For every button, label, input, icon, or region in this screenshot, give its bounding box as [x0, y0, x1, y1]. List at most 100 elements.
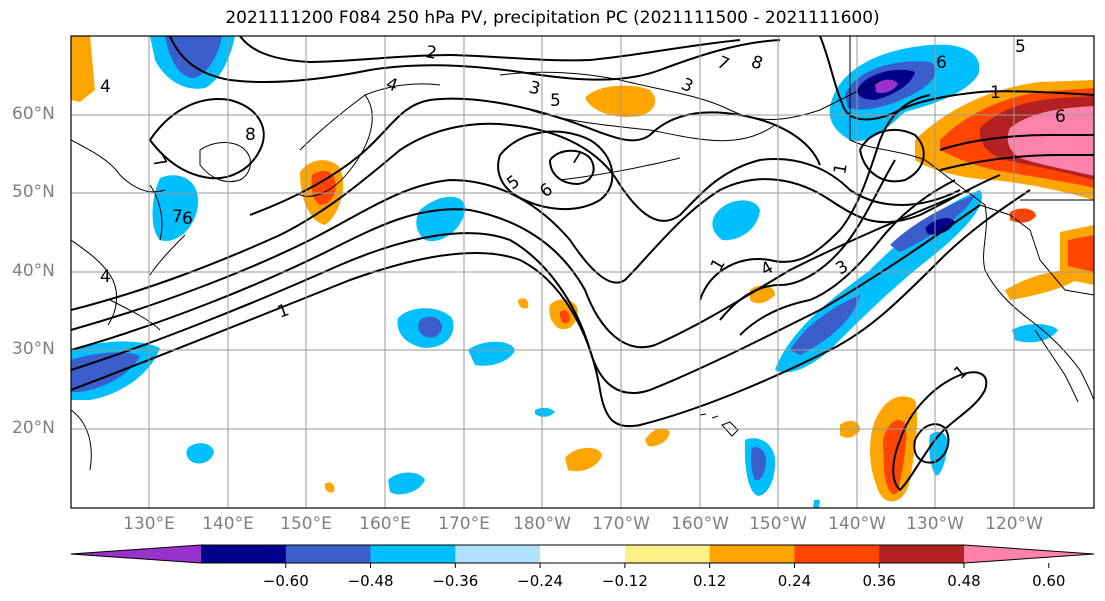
lon-label: 170°E [438, 514, 490, 534]
precip-anomaly-blob [311, 170, 336, 205]
precip-anomaly-blob [560, 310, 570, 324]
precip-anomaly-blob [518, 298, 529, 309]
colorbar-tick-label: −0.48 [347, 572, 394, 590]
precip-anomaly-blob [71, 352, 140, 392]
lat-label: 50°N [12, 182, 55, 202]
map-panel: 1 2 3 4 5 6 7 8 1 3 4 6 7 1 4 5 6 7 8 1 … [70, 35, 1095, 509]
lat-label: 60°N [12, 104, 55, 124]
pv-contour-line [699, 94, 931, 301]
pv-contour-line [819, 35, 1095, 121]
precip-anomaly-blob [1007, 106, 1094, 176]
colorbar-tick-label: 0.24 [777, 572, 812, 590]
precip-anomaly-blob [165, 36, 222, 78]
pv-contour-line [169, 35, 781, 83]
precip-anomaly-blob [468, 341, 515, 366]
lon-label: 130°E [123, 514, 175, 534]
colorbar-swatch [455, 545, 541, 563]
colorbar-tick-label: 0.36 [862, 572, 896, 590]
contour-label: 7 [569, 147, 583, 169]
map-title: 2021111200 F084 250 hPa PV, precipitatio… [225, 8, 880, 28]
lon-label: 150°E [280, 514, 332, 534]
pv-contour-line [70, 189, 971, 351]
colorbar-swatch [794, 545, 880, 563]
pv-contour-line [859, 129, 925, 183]
pv-contour-line [149, 98, 265, 180]
precip-anomaly-blob [535, 407, 555, 417]
colorbar-swatch [879, 545, 965, 563]
colorbar-tick-label: 0.48 [947, 572, 981, 590]
lon-label: 180°W [513, 514, 571, 534]
precip-anomaly-blob [418, 316, 442, 338]
contour-label: 5 [1015, 37, 1026, 57]
precip-anomaly-blob [388, 472, 425, 495]
pv-contour-line [70, 189, 1031, 428]
precip-anomaly-blob [790, 295, 860, 355]
precip-anomaly-blob [875, 79, 898, 94]
pv-contours [70, 35, 1095, 492]
precip-anomaly-blob [565, 447, 602, 472]
colorbar [70, 544, 1095, 568]
pv-contour-line [549, 149, 595, 186]
colorbar-extend-low [71, 545, 201, 563]
map-border [70, 35, 1095, 509]
precip-anomaly-blob [1012, 324, 1058, 343]
lat-label: 40°N [12, 261, 55, 281]
contour-label: 6 [1055, 107, 1066, 127]
contour-label: 4 [100, 77, 111, 97]
coastlines [70, 36, 1095, 471]
pv-contour-line [939, 154, 1094, 171]
precip-shading [71, 36, 1094, 508]
colorbar-swatch [201, 545, 287, 563]
contour-label: 2 [424, 42, 438, 64]
precip-anomaly-blob [71, 36, 95, 102]
colorbar-tick-label: −0.24 [517, 572, 564, 590]
colorbar-outline [70, 544, 1095, 564]
precip-anomaly-blob [813, 500, 820, 508]
pv-contour-line [70, 122, 961, 311]
colorbar-tick-label: −0.36 [432, 572, 479, 590]
contour-label: 6 [182, 209, 193, 229]
precip-anomaly-blob [1068, 235, 1094, 272]
colorbar-tick-label: −0.12 [601, 572, 648, 590]
pv-contour-line [239, 35, 741, 64]
coastline-hawaii [699, 413, 739, 437]
precip-anomaly-blob [186, 443, 214, 464]
contour-label: 8 [245, 125, 256, 145]
lon-label: 140°E [202, 514, 254, 534]
pv-contour-line [913, 423, 950, 464]
colorbar-tick-label: −0.60 [262, 572, 309, 590]
lat-label: 30°N [12, 339, 55, 359]
colorbar-swatch [624, 545, 711, 563]
colorbar-swatch [285, 545, 372, 563]
precip-anomaly-blob [712, 200, 760, 241]
precip-anomaly-blob [585, 85, 656, 118]
lon-label: 160°E [359, 514, 411, 534]
contour-label: 5 [550, 91, 561, 111]
contour-label: 1 [830, 162, 852, 176]
colorbar-swatch [540, 545, 626, 563]
precip-anomaly-blob [925, 218, 955, 235]
colorbar-swatch [370, 545, 456, 563]
coastline-north-america [849, 36, 1095, 401]
colorbar-tick-label: 0.60 [1032, 572, 1066, 590]
lon-label: 150°W [749, 514, 807, 534]
contour-label: 4 [100, 267, 111, 287]
coastline-baja [1034, 329, 1079, 403]
coastline-asia [70, 139, 251, 471]
precip-anomaly-blob [152, 175, 199, 241]
colorbar-swatch [709, 545, 795, 563]
contour-label: 6 [936, 53, 947, 73]
pv-contour-line [939, 134, 1094, 151]
pv-contour-line [892, 371, 988, 492]
coastline-kamchatka [299, 83, 441, 197]
precip-anomaly-blob [1005, 269, 1085, 300]
lon-label: 130°W [906, 514, 964, 534]
pv-contour-line [497, 130, 614, 211]
pv-contour-line [70, 204, 981, 395]
contour-label: 3 [527, 78, 543, 100]
pv-contour-line [70, 174, 1001, 331]
lat-label: 20°N [12, 418, 55, 438]
precip-anomaly-blob [751, 447, 766, 481]
colorbar-tick-label: 0.12 [692, 572, 727, 590]
lon-label: 140°W [828, 514, 886, 534]
